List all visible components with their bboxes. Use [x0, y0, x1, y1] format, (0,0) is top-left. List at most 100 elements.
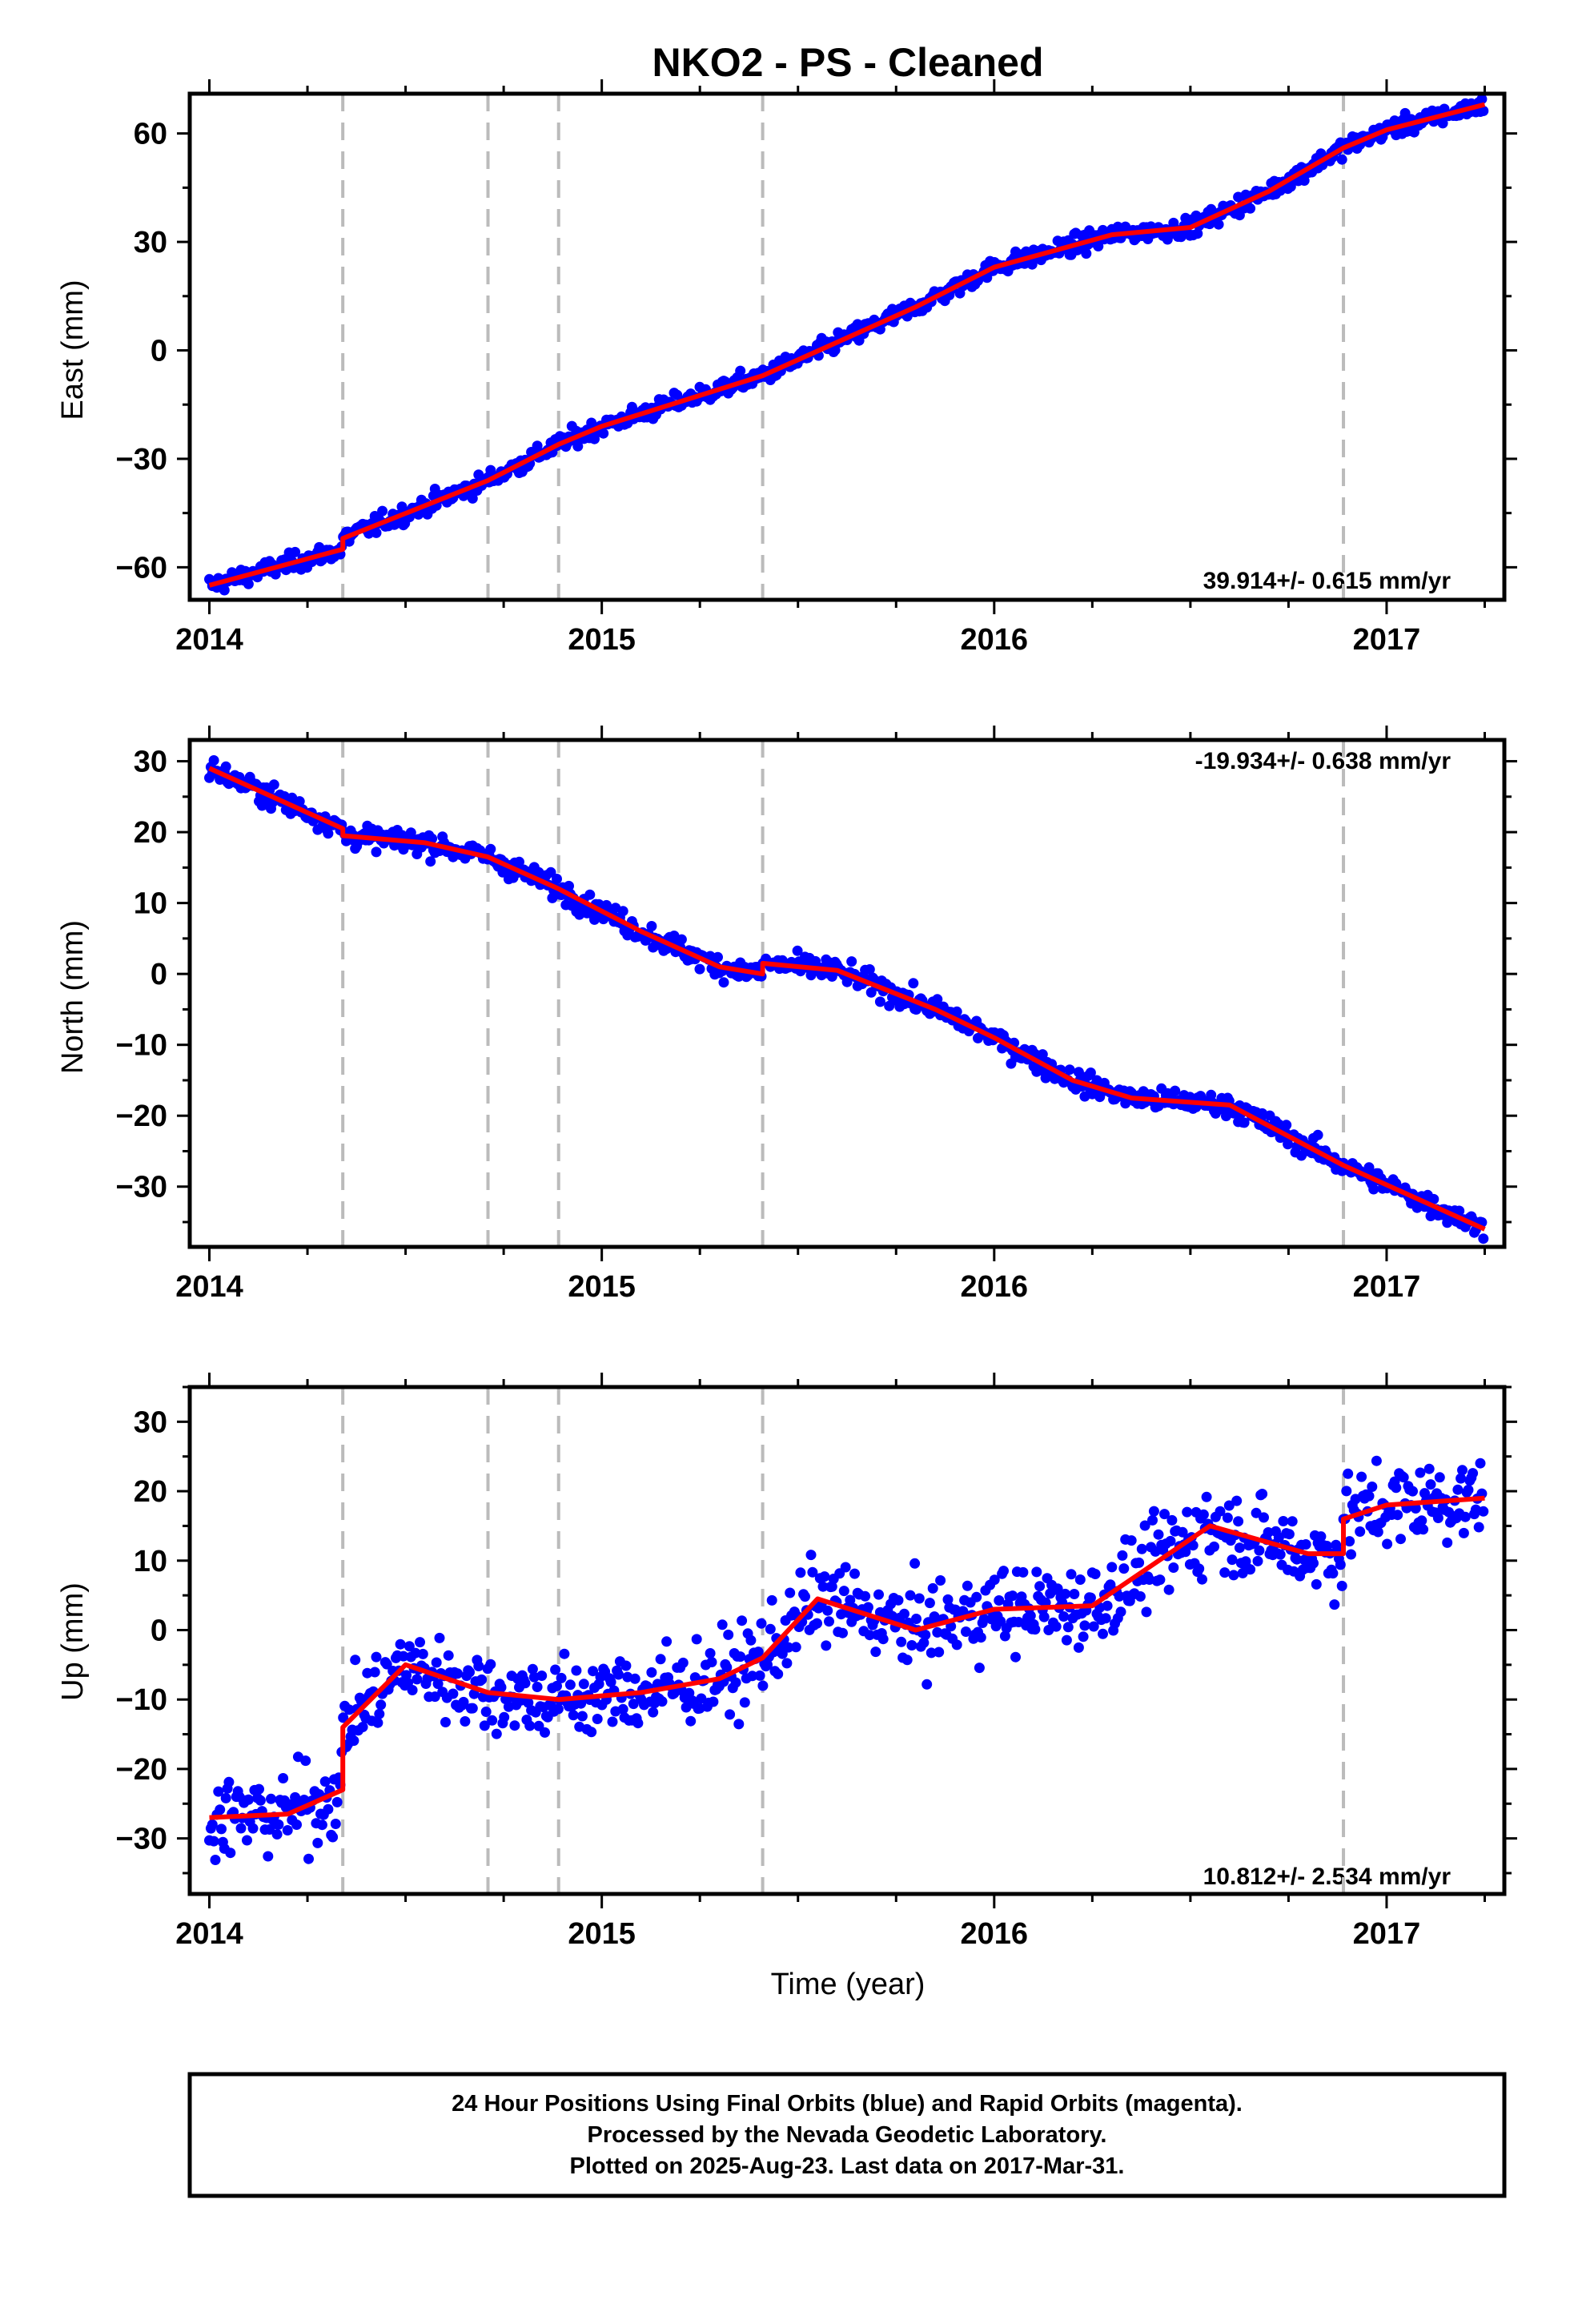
east-y-axis-label: East (mm) [56, 279, 90, 420]
north-data-point [1454, 1205, 1465, 1216]
up-data-point [1177, 1526, 1188, 1538]
up-data-point [995, 1616, 1006, 1626]
up-data-point [1031, 1566, 1042, 1578]
north-y-tick-label: 20 [134, 816, 167, 850]
east-data-point [1478, 106, 1489, 116]
east-x-tick-label: 2015 [568, 623, 636, 657]
up-data-point [323, 1803, 334, 1815]
up-data-point [926, 1647, 937, 1659]
up-data-point [319, 1776, 331, 1787]
up-data-point [1168, 1562, 1179, 1573]
north-y-tick-label: −20 [116, 1100, 167, 1133]
up-data-point [210, 1855, 221, 1865]
up-data-point [656, 1696, 668, 1707]
east-data-point [735, 365, 746, 376]
up-data-point [327, 1831, 339, 1843]
up-data-point [556, 1672, 567, 1683]
up-data-point [552, 1703, 564, 1715]
up-data-point [491, 1728, 502, 1739]
north-data-point [514, 856, 524, 867]
north-data-point [371, 846, 382, 858]
north-data-point [1312, 1129, 1323, 1140]
up-panel: Up (mm) 10.812+/- 2.534 mm/yr Time (year… [56, 1373, 1517, 2001]
up-data-point [331, 1796, 343, 1807]
up-data-point [1245, 1564, 1256, 1575]
up-data-point [485, 1659, 496, 1670]
up-data-point [536, 1671, 548, 1681]
up-data-point [745, 1634, 757, 1646]
north-data-point [485, 843, 496, 854]
up-data-point [1356, 1471, 1367, 1482]
east-data-point [290, 546, 301, 557]
up-data-point [773, 1668, 784, 1679]
up-y-tick-label: 10 [134, 1545, 167, 1578]
up-data-point [330, 1819, 341, 1829]
east-data-point [532, 440, 543, 452]
up-data-point [1010, 1651, 1021, 1663]
up-data-point [223, 1776, 235, 1787]
east-y-tick-label: 30 [134, 226, 167, 259]
up-data-point [605, 1676, 616, 1687]
up-data-point [412, 1674, 423, 1685]
up-data-point [1148, 1506, 1159, 1517]
north-data-point [1239, 1117, 1250, 1128]
east-data-point [371, 527, 382, 538]
up-data-point [629, 1673, 640, 1684]
east-data-point [1336, 154, 1347, 165]
up-data-point [532, 1682, 543, 1692]
north-data-point [646, 921, 657, 931]
up-data-point [1098, 1628, 1108, 1639]
up-data-point [864, 1630, 875, 1641]
up-data-point [1475, 1458, 1486, 1469]
up-data-point [1478, 1506, 1489, 1517]
up-data-point [1311, 1578, 1322, 1590]
up-data-point [721, 1662, 733, 1673]
up-data-point [706, 1657, 717, 1667]
up-data-point [1088, 1621, 1099, 1632]
up-x-tick-label: 2014 [175, 1917, 243, 1951]
up-data-point [1134, 1591, 1146, 1602]
north-data-point [1170, 1085, 1181, 1096]
up-data-point [1154, 1574, 1166, 1586]
up-data-point [927, 1582, 938, 1594]
up-data-point [1460, 1511, 1471, 1522]
up-data-point [520, 1678, 531, 1689]
up-data-point [655, 1654, 666, 1665]
up-data-point [975, 1632, 986, 1643]
north-data-point [220, 761, 231, 772]
up-data-point [303, 1853, 314, 1864]
up-data-point [1278, 1516, 1289, 1526]
north-data-point [908, 978, 919, 989]
up-data-point [971, 1591, 982, 1602]
up-data-point [785, 1587, 796, 1598]
up-data-point [440, 1717, 451, 1727]
east-y-tick-label: −30 [116, 443, 167, 476]
up-data-point [1234, 1542, 1245, 1554]
up-data-point [509, 1720, 520, 1731]
x-axis-label: Time (year) [771, 1968, 926, 2001]
north-data-point [323, 828, 334, 839]
up-data-point [1223, 1500, 1235, 1511]
up-data-point [1100, 1613, 1111, 1624]
footer-line-2: Processed by the Nevada Geodetic Laborat… [588, 2122, 1107, 2148]
up-data-point [1038, 1611, 1050, 1622]
up-data-point [911, 1614, 921, 1624]
up-data-point [913, 1593, 925, 1604]
up-data-point [1233, 1516, 1244, 1527]
up-data-point [266, 1793, 276, 1804]
up-data-point [978, 1614, 990, 1625]
up-data-point [1398, 1472, 1409, 1483]
north-data-point [874, 996, 885, 1007]
up-data-point [1030, 1624, 1041, 1635]
up-data-point [998, 1566, 1009, 1577]
up-data-point [458, 1696, 469, 1707]
up-data-point [1219, 1567, 1231, 1578]
up-data-point [942, 1594, 954, 1605]
up-data-point [994, 1595, 1005, 1606]
up-data-point [1118, 1563, 1130, 1574]
east-data-point [467, 493, 478, 504]
up-data-point [1254, 1545, 1265, 1556]
up-data-point [1115, 1606, 1126, 1618]
east-model-line [208, 102, 1486, 588]
up-data-point [417, 1648, 428, 1659]
